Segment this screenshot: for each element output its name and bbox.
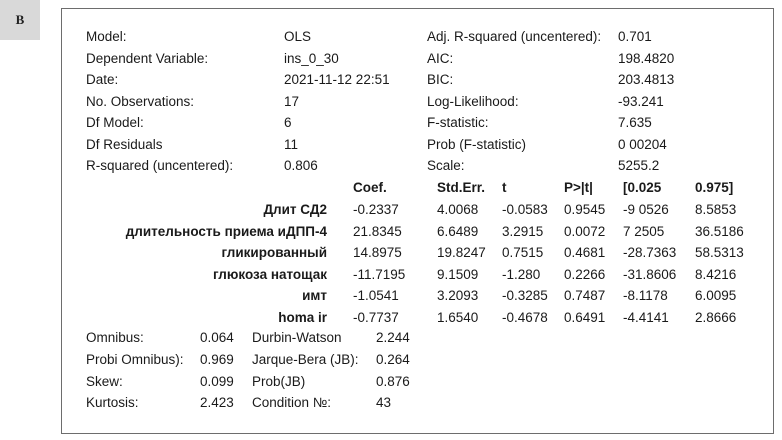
- coef-row-name: homa ir: [278, 309, 327, 325]
- coef-cell: -8.1178: [623, 288, 668, 303]
- summary-value: 2021-11-12 22:51: [284, 72, 390, 87]
- coef-cell: 6.0095: [695, 288, 737, 303]
- coef-row-name: длительность приема иДПП-4: [125, 223, 327, 239]
- diagnostic-value: 0.876: [376, 373, 410, 389]
- coef-cell: 9.1509: [437, 266, 479, 282]
- summary-label: AIC:: [427, 50, 454, 66]
- coef-column-header: t: [502, 180, 507, 195]
- summary-value: OLS: [284, 29, 312, 44]
- coef-cell: 2.8666: [695, 309, 737, 325]
- coef-column-header: 0.975]: [695, 180, 734, 195]
- coef-cell: 1.6540: [437, 309, 479, 325]
- diagnostic-value: 2.244: [376, 330, 410, 345]
- coef-cell: -0.2337: [353, 202, 399, 217]
- diagnostic-value: 0.064: [200, 330, 234, 345]
- summary-value: 6: [284, 115, 292, 130]
- summary-label: Adj. R-squared (uncentered):: [427, 29, 602, 44]
- coef-cell: 19.8247: [437, 245, 486, 260]
- summary-value: 0.806: [284, 158, 318, 173]
- summary-value: -93.241: [618, 93, 664, 109]
- diagnostic-label: Condition №:: [252, 395, 332, 411]
- coef-column-header: P>|t|: [564, 180, 593, 195]
- diagnostic-label: Skew:: [86, 373, 123, 389]
- coef-cell: 0.0072: [564, 223, 606, 239]
- summary-label: Log-Likelihood:: [427, 93, 519, 109]
- coef-cell: 0.9545: [564, 202, 606, 217]
- coef-cell: 21.8345: [353, 223, 402, 239]
- coef-cell: 0.7515: [502, 245, 544, 260]
- summary-value: ins_0_30: [284, 50, 339, 66]
- coef-cell: -0.3285: [502, 288, 548, 303]
- figure-label: B: [0, 0, 40, 40]
- coef-cell: 8.4216: [695, 266, 737, 282]
- coef-cell: -31.8606: [623, 266, 677, 282]
- summary-label: No. Observations:: [86, 93, 195, 109]
- coef-cell: 7 2505: [623, 223, 665, 239]
- coef-cell: -11.7195: [353, 266, 406, 282]
- summary-value: 11: [284, 136, 299, 152]
- coef-cell: -0.0583: [502, 202, 548, 217]
- diagnostic-value: 2.423: [200, 395, 234, 411]
- summary-label: Prob (F-statistic): [427, 136, 527, 152]
- coef-column-header: [0.025: [623, 180, 662, 195]
- coef-cell: -0.4678: [502, 309, 548, 325]
- coef-cell: -28.7363: [623, 245, 677, 260]
- coef-cell: -1.280: [502, 266, 541, 282]
- diagnostic-label: Prob(JB): [252, 373, 306, 389]
- summary-label: Model:: [86, 29, 127, 44]
- coef-cell: 0.2266: [564, 266, 606, 282]
- coef-row-name: Длит СД2: [263, 202, 327, 217]
- coef-column-header: Std.Err.: [437, 180, 486, 195]
- diagnostic-value: 0.099: [200, 373, 234, 389]
- regression-summary-panel: [61, 8, 774, 434]
- diagnostic-label: Kurtosis:: [86, 395, 139, 411]
- coef-column-header: Coef.: [353, 180, 387, 195]
- diagnostic-label: Durbin-Watson: [252, 330, 342, 345]
- coef-row-name: гликированный: [221, 245, 327, 260]
- summary-label: R-squared (uncentered):: [86, 158, 234, 173]
- summary-label: Df Residuals: [86, 136, 163, 152]
- coef-cell: 0.6491: [564, 309, 606, 325]
- summary-value: 198.4820: [618, 50, 675, 66]
- coef-cell: 36.5186: [695, 223, 744, 239]
- summary-label: Dependent Variable:: [86, 50, 209, 66]
- coef-cell: 4.0068: [437, 202, 479, 217]
- summary-value: 0.701: [618, 29, 652, 44]
- diagnostic-label: Probi Omnibus):: [86, 351, 184, 367]
- coef-cell: -4.4141: [623, 309, 669, 325]
- coef-cell: 0.4681: [564, 245, 606, 260]
- coef-row-name: глюкоза натощак: [213, 266, 327, 282]
- coef-row-name: имт: [302, 288, 327, 303]
- summary-value: 203.4813: [618, 72, 675, 87]
- diagnostic-label: Omnibus:: [86, 330, 144, 345]
- coef-cell: 14.8975: [353, 245, 402, 260]
- summary-value: 0 00204: [618, 136, 667, 152]
- summary-label: Scale:: [427, 158, 465, 173]
- coef-cell: 6.6489: [437, 223, 479, 239]
- summary-label: Date:: [86, 72, 119, 87]
- summary-label: BIC:: [427, 72, 454, 87]
- coef-cell: 58.5313: [695, 245, 744, 260]
- coef-cell: -1.0541: [353, 288, 399, 303]
- diagnostic-label: Jarque-Bera (JB):: [252, 351, 359, 367]
- diagnostic-value: 43: [376, 395, 392, 411]
- coef-cell: 3.2093: [437, 288, 479, 303]
- coef-cell: -9 0526: [623, 202, 669, 217]
- summary-value: 17: [284, 93, 300, 109]
- coef-cell: -0.7737: [353, 309, 399, 325]
- summary-value: 5255.2: [618, 158, 660, 173]
- summary-value: 7.635: [618, 115, 652, 130]
- coef-cell: 3.2915: [502, 223, 544, 239]
- coef-cell: 8.5853: [695, 202, 737, 217]
- diagnostic-value: 0.969: [200, 351, 234, 367]
- summary-label: Df Model:: [86, 115, 144, 130]
- diagnostic-value: 0.264: [376, 351, 410, 367]
- coef-cell: 0.7487: [564, 288, 606, 303]
- summary-label: F-statistic:: [427, 115, 489, 130]
